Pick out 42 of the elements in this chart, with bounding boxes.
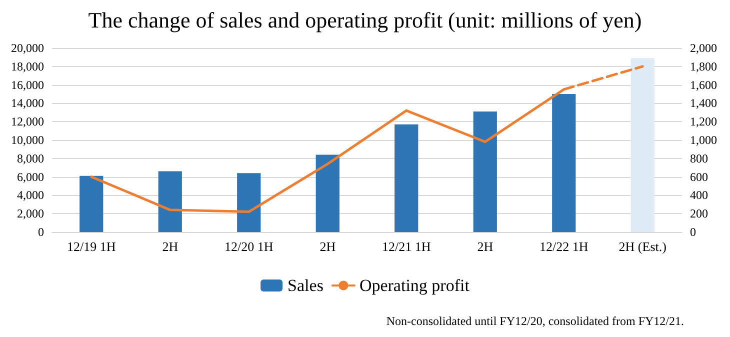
bar (237, 173, 261, 232)
x-tick-label: 2H (Est.) (618, 239, 666, 254)
y-tick-label: 2,000 (17, 206, 44, 221)
y2-tick-label: 1,200 (690, 114, 717, 129)
bar (80, 176, 104, 232)
y-tick-label: 16,000 (11, 78, 44, 92)
bar (552, 94, 576, 232)
y-tick-label: 6,000 (17, 170, 44, 184)
chart-title: The change of sales and operating profit (unit: millions of yen) (88, 8, 642, 32)
legend-label: Operating profit (359, 276, 470, 295)
y-tick-label: 10,000 (11, 133, 44, 147)
y2-tick-label: 600 (690, 170, 708, 184)
y2-tick-label: 1,000 (690, 133, 717, 147)
y-tick-label: 12,000 (11, 114, 44, 129)
y-tick-label: 14,000 (11, 96, 44, 110)
y-tick-label: 4,000 (17, 188, 44, 202)
y2-tick-label: 0 (690, 225, 696, 239)
legend-label: Sales (288, 276, 324, 295)
x-tick-label: 2H (320, 239, 336, 254)
x-tick-label: 12/20 1H (224, 239, 274, 254)
y-tick-label: 0 (38, 225, 44, 239)
y-tick-label: 18,000 (11, 59, 44, 74)
bar (473, 111, 497, 232)
x-tick-label: 12/19 1H (67, 239, 116, 254)
y2-tick-label: 1,800 (690, 59, 717, 74)
x-tick-label: 2H (162, 239, 178, 254)
x-tick-label: 12/22 1H (540, 239, 588, 254)
bar (630, 58, 654, 232)
y2-tick-label: 400 (690, 188, 708, 202)
x-tick-label: 12/21 1H (382, 239, 431, 254)
y2-tick-label: 800 (690, 151, 708, 166)
x-tick-label: 2H (477, 239, 494, 254)
text: Non-consolidated until FY12/20, consolidated from FY12/21. (386, 314, 684, 328)
y-tick-label: 20,000 (11, 41, 44, 55)
y2-tick-label: 1,400 (690, 96, 717, 110)
bar (394, 124, 418, 232)
y2-tick-label: 1,600 (690, 78, 717, 92)
bar (158, 171, 182, 232)
y-tick-label: 8,000 (17, 151, 44, 166)
y2-tick-label: 2,000 (690, 41, 717, 55)
y2-tick-label: 200 (690, 206, 708, 221)
bar (316, 154, 340, 232)
